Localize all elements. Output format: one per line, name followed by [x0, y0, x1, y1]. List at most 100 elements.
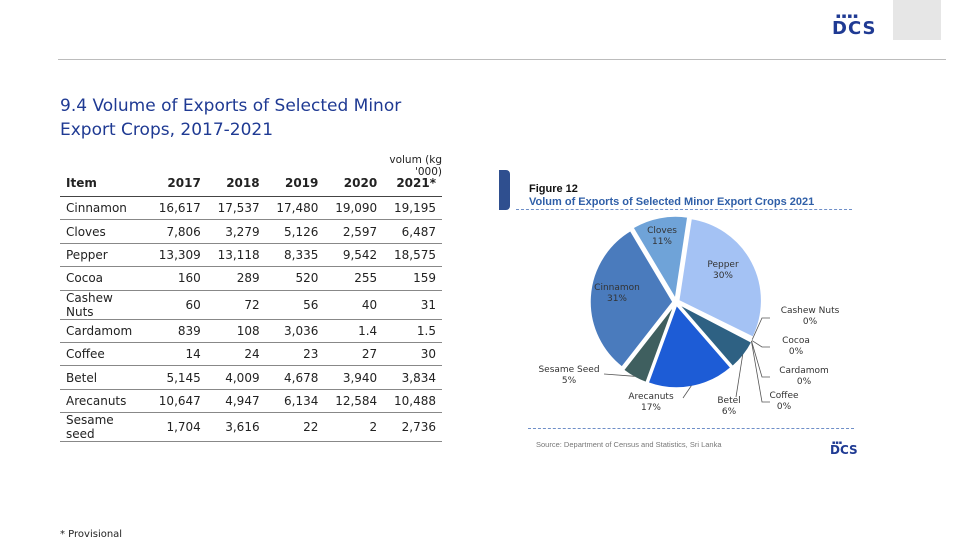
- pie-slice-betel: [677, 303, 753, 368]
- table-cell: 10,488: [383, 389, 442, 414]
- slice-name-betel: Betel: [717, 396, 740, 406]
- column-header: 2021*: [383, 169, 442, 197]
- column-header: 2020: [324, 169, 384, 197]
- figure-accent-bar: [499, 170, 510, 210]
- pie-slice-pepper: [677, 217, 763, 339]
- leader-line-betel: [735, 354, 744, 398]
- figure-logo-text: DCS: [830, 443, 858, 457]
- figure-top-divider: [516, 209, 852, 210]
- table-cell: 1.4: [324, 319, 384, 343]
- title-line-1: 9.4 Volume of Exports of Selected Minor: [60, 96, 402, 116]
- table-cell: 3,940: [324, 365, 384, 390]
- table-cell: 159: [383, 266, 442, 291]
- pie-slice-cloves: [631, 215, 689, 302]
- row-item: Sesame seed: [60, 412, 148, 443]
- table-cell: 4,009: [206, 365, 266, 390]
- title-line-2: Export Crops, 2017-2021: [60, 120, 274, 140]
- column-header: 2017: [148, 169, 207, 197]
- row-item: Coffee: [60, 342, 148, 367]
- table-cell: 19,195: [383, 196, 442, 221]
- table-cell: 56: [265, 290, 325, 320]
- logo-text: DCS: [832, 18, 877, 39]
- row-item: Arecanuts: [60, 389, 148, 414]
- table-cell: 6,134: [265, 389, 325, 414]
- table-cell: 19,090: [324, 196, 384, 221]
- column-header: 2018: [206, 169, 266, 197]
- table-cell: 17,480: [265, 196, 325, 221]
- slice-name-pepper: Pepper: [707, 260, 739, 270]
- slice-percent-cashew-nuts: 0%: [803, 317, 818, 327]
- table-cell: 12,584: [324, 389, 384, 414]
- table-cell: 5,145: [148, 365, 207, 390]
- row-item: Cashew Nuts: [60, 290, 148, 320]
- slice-name-arecanuts: Arecanuts: [628, 392, 674, 402]
- row-item: Betel: [60, 365, 148, 390]
- slice-percent-sesame-seed: 5%: [562, 376, 577, 386]
- table-cell: 289: [206, 266, 266, 291]
- table-cell: 60: [148, 290, 207, 320]
- table-cell: 1.5: [383, 319, 442, 343]
- pie-slice-cardamom: [678, 302, 754, 343]
- table-row: Coffee 14 24 23 27 30: [60, 342, 442, 367]
- table-cell: 7,806: [148, 219, 207, 244]
- table-cell: 13,309: [148, 243, 207, 268]
- figure-dcs-logo: ▪▪▪ DCS: [830, 440, 858, 458]
- table-cell: 160: [148, 266, 207, 291]
- table-row: Cinnamon 16,617 17,537 17,480 19,090 19,195: [60, 196, 442, 221]
- table-cell: 255: [324, 266, 384, 291]
- column-header: 2019: [265, 169, 325, 197]
- figure-source: Source: Department of Census and Statist…: [536, 440, 722, 449]
- footnote: * Provisional: [60, 529, 123, 540]
- pie-slice-sesame-seed: [622, 304, 676, 384]
- table-cell: 31: [383, 290, 442, 320]
- table-row: Arecanuts 10,647 4,947 6,134 12,584 10,488: [60, 389, 442, 414]
- slice-name-cardamom: Cardamom: [779, 366, 829, 376]
- page-title: 9.4 Volume of Exports of Selected Minor …: [60, 94, 440, 142]
- table-cell: 14: [148, 342, 207, 367]
- row-item: Cardamom: [60, 319, 148, 343]
- leader-line-cardamom: [751, 340, 770, 378]
- slice-percent-cocoa: 0%: [789, 347, 804, 357]
- table-cell: 3,616: [206, 412, 266, 443]
- table-cell: 17,537: [206, 196, 266, 221]
- table-cell: 72: [206, 290, 266, 320]
- table-row: Cocoa 160 289 520 255 159: [60, 266, 442, 291]
- table-cell: 4,678: [265, 365, 325, 390]
- figure-label: Figure 12: [529, 183, 578, 195]
- table-cell: 24: [206, 342, 266, 367]
- figure-logo-dots: ▪▪▪: [832, 440, 843, 446]
- table-cell: 30: [383, 342, 442, 367]
- slice-name-cloves: Cloves: [647, 226, 677, 236]
- pie-slice-cinnamon: [589, 229, 674, 369]
- slice-name-coffee: Coffee: [769, 391, 799, 401]
- table-row: Pepper 13,309 13,118 8,335 9,542 18,575: [60, 243, 442, 268]
- table-cell: 18,575: [383, 243, 442, 268]
- pie-slice-coffee: [678, 302, 754, 343]
- table-cell: 4,947: [206, 389, 266, 414]
- table-cell: 1,704: [148, 412, 207, 443]
- pie-slice-cocoa: [678, 302, 755, 343]
- table-cell: 3,036: [265, 319, 325, 343]
- dcs-logo: ▪▪▪▪ DCS: [832, 12, 880, 39]
- slice-percent-cloves: 11%: [652, 237, 672, 247]
- slice-name-sesame-seed: Sesame Seed: [538, 365, 599, 375]
- table-cell: 13,118: [206, 243, 266, 268]
- slice-name-cocoa: Cocoa: [782, 336, 810, 346]
- logo-dots: ▪▪▪▪: [836, 12, 859, 20]
- table-cell: 3,834: [383, 365, 442, 390]
- slice-percent-pepper: 30%: [713, 271, 733, 281]
- table-cell: 5,126: [265, 219, 325, 244]
- figure-bottom-divider: [528, 428, 854, 429]
- table-cell: 27: [324, 342, 384, 367]
- table-cell: 16,617: [148, 196, 207, 221]
- leader-line-sesame-seed: [603, 373, 635, 377]
- table-cell: 9,542: [324, 243, 384, 268]
- pie-slice-arecanuts: [647, 303, 732, 389]
- table-row: Sesame seed 1,704 3,616 22 2 2,736: [60, 412, 442, 443]
- leader-line-coffee: [751, 341, 770, 403]
- column-header: Item: [60, 169, 148, 197]
- table-cell: 3,279: [206, 219, 266, 244]
- slice-percent-betel: 6%: [722, 407, 737, 417]
- row-item: Cloves: [60, 219, 148, 244]
- table-row: Cashew Nuts 60 72 56 40 31: [60, 290, 442, 320]
